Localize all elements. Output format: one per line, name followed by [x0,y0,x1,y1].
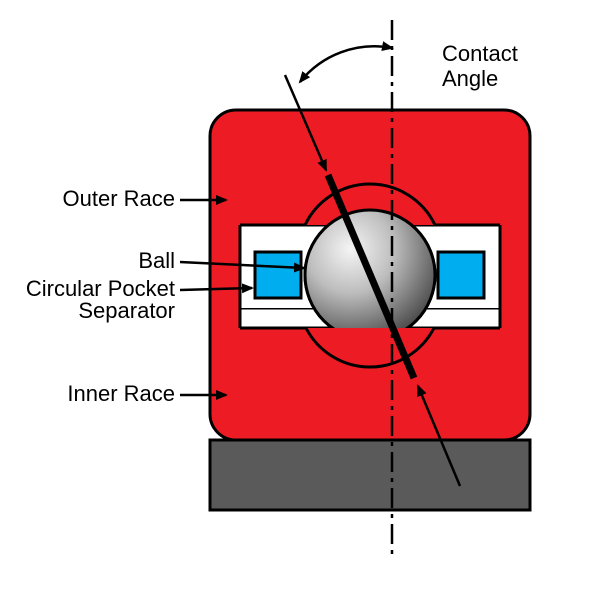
label-separator-2: Separator [78,298,175,323]
bearing-diagram: Outer Race Ball Circular Pocket Separato… [0,0,600,600]
angle-arc [300,46,392,82]
separator-left [255,252,301,298]
label-outer-race: Outer Race [63,186,176,211]
separator-right [438,252,484,298]
label-contact-angle-1: Contact [442,41,518,66]
label-contact-angle-2: Angle [442,66,498,91]
label-ball: Ball [138,248,175,273]
label-inner-race: Inner Race [67,381,175,406]
shaft [210,440,530,510]
